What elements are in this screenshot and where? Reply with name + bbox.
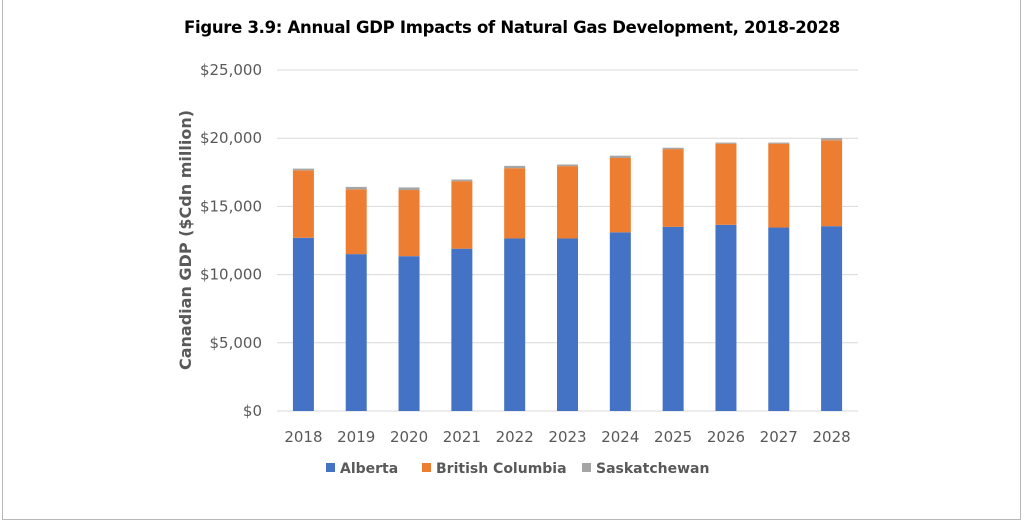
x-tick-label: 2018 (284, 428, 322, 446)
bar-british-columbia-2021 (451, 181, 473, 249)
legend-swatch (326, 463, 335, 472)
bar-saskatchewan-2025 (662, 147, 684, 150)
bar-saskatchewan-2022 (504, 165, 526, 169)
stacked-bar-chart: $0 $5,000 $10,000 $15,000 $20,000 $25,000 201… (176, 61, 858, 477)
y-tick-label: $20,000 (200, 129, 262, 147)
chart-title: Figure 3.9: Annual GDP Impacts of Natura… (184, 18, 840, 37)
bar-british-columbia-2020 (398, 190, 420, 257)
y-tick-label: $25,000 (200, 61, 262, 79)
x-tick-label: 2028 (812, 428, 850, 446)
legend-label: Saskatchewan (596, 461, 709, 477)
bar-saskatchewan-2021 (451, 179, 473, 182)
bar-saskatchewan-2026 (715, 142, 737, 144)
y-tick-label: $0 (243, 402, 262, 420)
bar-alberta-2020 (398, 256, 420, 411)
bar-british-columbia-2027 (768, 143, 790, 228)
bar-saskatchewan-2028 (821, 138, 843, 141)
bar-alberta-2025 (662, 226, 684, 411)
bar-british-columbia-2019 (345, 189, 367, 255)
bar-alberta-2023 (557, 238, 578, 411)
bar-saskatchewan-2023 (557, 164, 578, 167)
bar-alberta-2021 (451, 248, 473, 411)
bar-british-columbia-2025 (662, 149, 684, 227)
y-axis-label: Canadian GDP ($Cdn million) (176, 110, 195, 370)
y-tick-label: $5,000 (210, 334, 263, 352)
x-tick-label: 2021 (443, 428, 481, 446)
x-tick-label: 2019 (337, 428, 375, 446)
x-tick-label: 2024 (601, 428, 639, 446)
bar-british-columbia-2028 (821, 140, 843, 227)
bar-saskatchewan-2024 (609, 155, 631, 158)
y-tick-label: $10,000 (200, 266, 262, 284)
x-tick-label: 2025 (654, 428, 692, 446)
x-tick-label: 2020 (390, 428, 428, 446)
bar-alberta-2022 (504, 238, 526, 411)
bar-saskatchewan-2020 (398, 187, 420, 191)
bar-saskatchewan-2018 (292, 168, 314, 171)
bar-british-columbia-2026 (715, 143, 737, 225)
bar-british-columbia-2023 (557, 166, 578, 239)
bar-british-columbia-2018 (292, 170, 314, 238)
bar-alberta-2018 (292, 237, 314, 411)
bar-alberta-2026 (715, 224, 737, 411)
bar-saskatchewan-2019 (345, 186, 367, 190)
legend-label: British Columbia (436, 461, 567, 477)
legend-swatch (422, 463, 431, 472)
bar-british-columbia-2024 (609, 157, 631, 233)
x-tick-label: 2027 (760, 428, 798, 446)
bar-alberta-2019 (345, 254, 367, 411)
bar-saskatchewan-2027 (768, 142, 790, 144)
bar-alberta-2027 (768, 227, 790, 411)
y-tick-label: $15,000 (200, 197, 262, 215)
legend-swatch (582, 463, 591, 472)
x-tick-label: 2022 (496, 428, 534, 446)
x-tick-label: 2026 (707, 428, 745, 446)
legend-label: Alberta (340, 461, 398, 477)
bar-alberta-2024 (609, 232, 631, 411)
bar-british-columbia-2022 (504, 168, 526, 239)
bar-alberta-2028 (821, 226, 843, 411)
x-tick-label: 2023 (548, 428, 586, 446)
